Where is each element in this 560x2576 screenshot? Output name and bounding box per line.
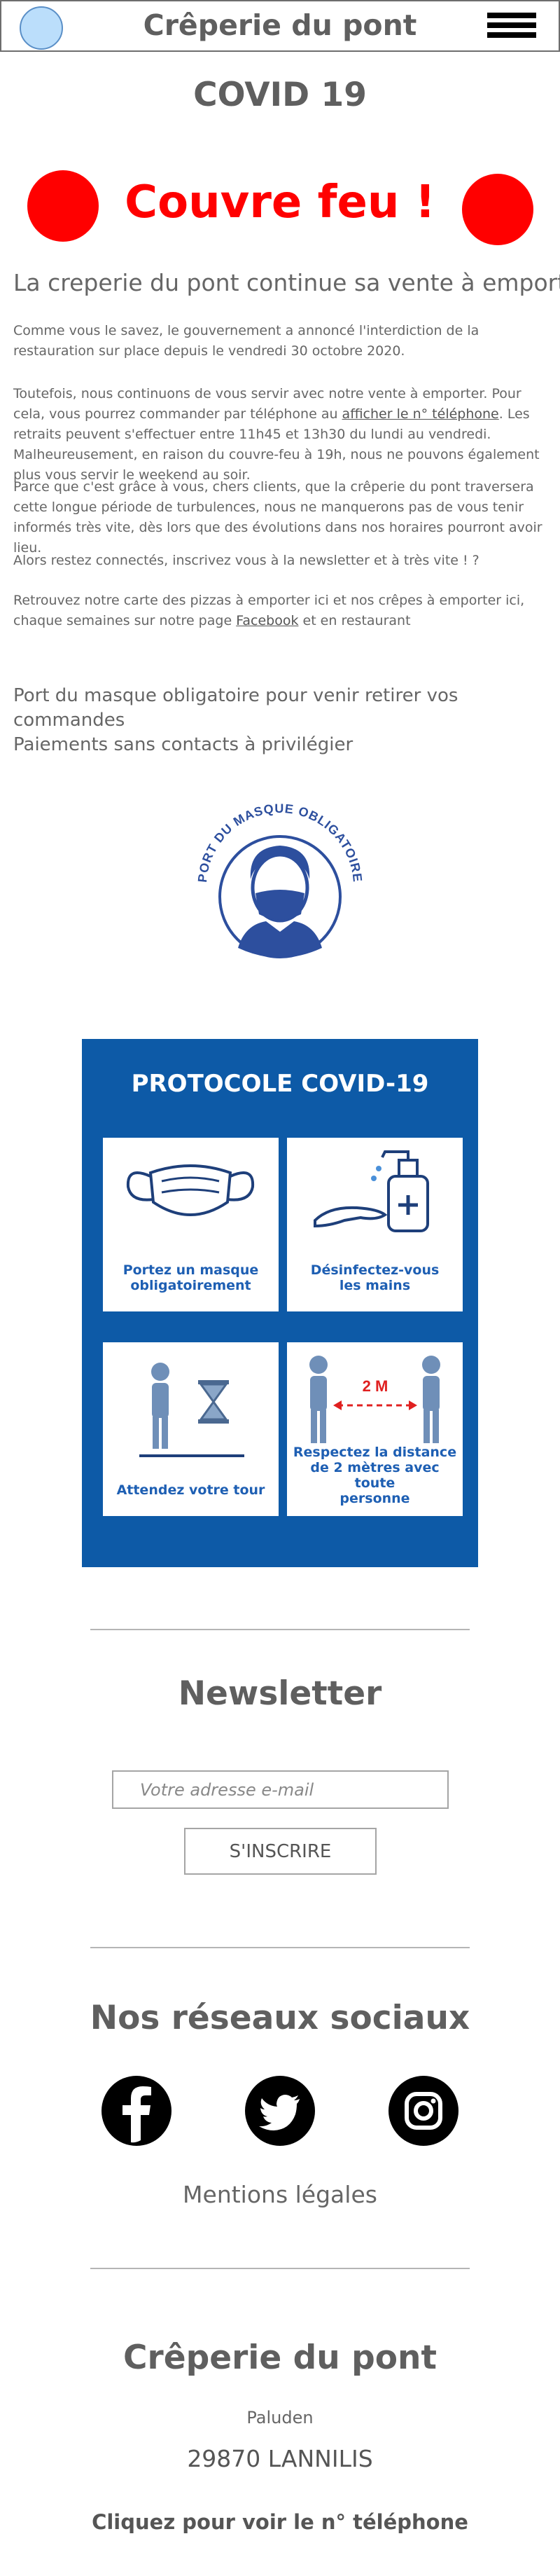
protocol-card-hands-line-2: les mains — [339, 1278, 411, 1293]
mask-note-line-1: Port du masque obligatoire pour venir re… — [13, 685, 458, 731]
sanitizer-icon — [314, 1150, 429, 1232]
red-dot-left — [27, 170, 99, 242]
legal-notice-link[interactable]: Mentions légales — [183, 2181, 377, 2208]
site-header: Crêperie du pont — [0, 0, 560, 52]
facebook-link[interactable]: Facebook — [236, 613, 299, 628]
protocol-card-hands-line-1: Désinfectez-vous — [310, 1262, 440, 1278]
mask-badge-icon: PORT DU MASQUE OBLIGATOIRE — [195, 801, 364, 958]
paragraph-takeaway: Toutefois, nous continuons de vous servi… — [13, 384, 545, 485]
social-heading: Nos réseaux sociaux — [90, 1999, 470, 2037]
divider — [90, 2268, 470, 2269]
protocol-card-distance: 2 M Respectez la distance de 2 mètres av… — [287, 1342, 463, 1516]
email-input[interactable] — [112, 1770, 449, 1809]
red-dot-right — [462, 174, 533, 245]
show-phone-button[interactable]: Cliquez pour voir le n° téléphone — [92, 2510, 468, 2534]
curfew-heading: Couvre feu ! — [125, 177, 435, 228]
twitter-icon[interactable] — [245, 2076, 315, 2146]
paragraph-announcement: Comme vous le savez, le gouvernement a a… — [13, 323, 479, 359]
paragraph-menu-text-2: et en restaurant — [298, 613, 411, 628]
protocol-card-mask-text: Portez un masque obligatoirement — [108, 1262, 273, 1293]
facebook-icon[interactable] — [102, 2076, 172, 2146]
lead-text: La creperie du pont continue sa vente à … — [13, 269, 560, 296]
protocol-card-distance-line-2: de 2 mètres avec toute — [310, 1460, 440, 1491]
covid-heading: COVID 19 — [193, 76, 367, 114]
protocol-card-distance-line-1: Respectez la distance — [293, 1445, 457, 1460]
mask-note-line-2: Paiements sans contacts à privilégier — [13, 734, 354, 755]
face-mask-icon — [126, 1164, 255, 1216]
mask-note: Port du masque obligatoire pour venir re… — [13, 684, 560, 757]
paragraph-thanks: Parce que c'est grâce à vous, chers clie… — [13, 479, 542, 556]
newsletter-heading: Newsletter — [178, 1674, 382, 1713]
protocol-title: PROTOCOLE COVID-19 — [131, 1070, 429, 1098]
protocol-card-mask-line-1: Portez un masque — [122, 1262, 259, 1278]
protocol-card-distance-line-3: personne — [340, 1491, 410, 1506]
subscribe-button[interactable]: S'INSCRIRE — [184, 1828, 377, 1875]
covid-protocol-poster: PROTOCOLE COVID-19 Portez un masque obli… — [82, 1039, 478, 1567]
protocol-card-hands: Désinfectez-vous les mains — [287, 1138, 463, 1311]
paragraph-stay-connected: Alors restez connectés, inscrivez vous à… — [13, 553, 479, 568]
distance-label: 2 M — [363, 1377, 388, 1395]
paragraph-takeaway-text-2: . Les retraits peuvent s'effectuer entre… — [13, 406, 540, 483]
mask-required-badge: PORT DU MASQUE OBLIGATOIRE — [178, 781, 382, 984]
instagram-icon[interactable] — [388, 2076, 458, 2146]
logo[interactable] — [20, 6, 63, 50]
protocol-card-distance-text: Respectez la distance de 2 mètres avec t… — [293, 1445, 457, 1506]
hamburger-menu-icon[interactable] — [487, 13, 536, 41]
footer-title: Crêperie du pont — [123, 2339, 437, 2377]
distance-icon: 2 M — [309, 1356, 440, 1443]
protocol-card-wait: Attendez votre tour — [103, 1342, 279, 1516]
protocol-card-mask-line-2: obligatoirement — [130, 1278, 251, 1293]
site-title[interactable]: Crêperie du pont — [143, 8, 417, 42]
hourglass-person-icon — [139, 1363, 244, 1457]
protocol-card-mask: Portez un masque obligatoirement — [103, 1138, 279, 1311]
paragraph-takeaway-text-1: Toutefois, nous continuons de vous servi… — [13, 386, 522, 422]
divider — [90, 1629, 470, 1630]
protocol-card-wait-text: Attendez votre tour — [116, 1482, 265, 1498]
footer-city: 29870 LANNILIS — [187, 2445, 373, 2472]
divider — [90, 1947, 470, 1948]
paragraph-menu: Retrouvez notre carte des pizzas à empor… — [13, 591, 545, 631]
show-phone-link[interactable]: afficher le n° téléphone — [342, 406, 499, 422]
protocol-card-hands-text: Désinfectez-vous les mains — [293, 1262, 457, 1293]
paragraph-menu-text-1: Retrouvez notre carte des pizzas à empor… — [13, 593, 525, 628]
footer-place: Paluden — [246, 2408, 314, 2427]
